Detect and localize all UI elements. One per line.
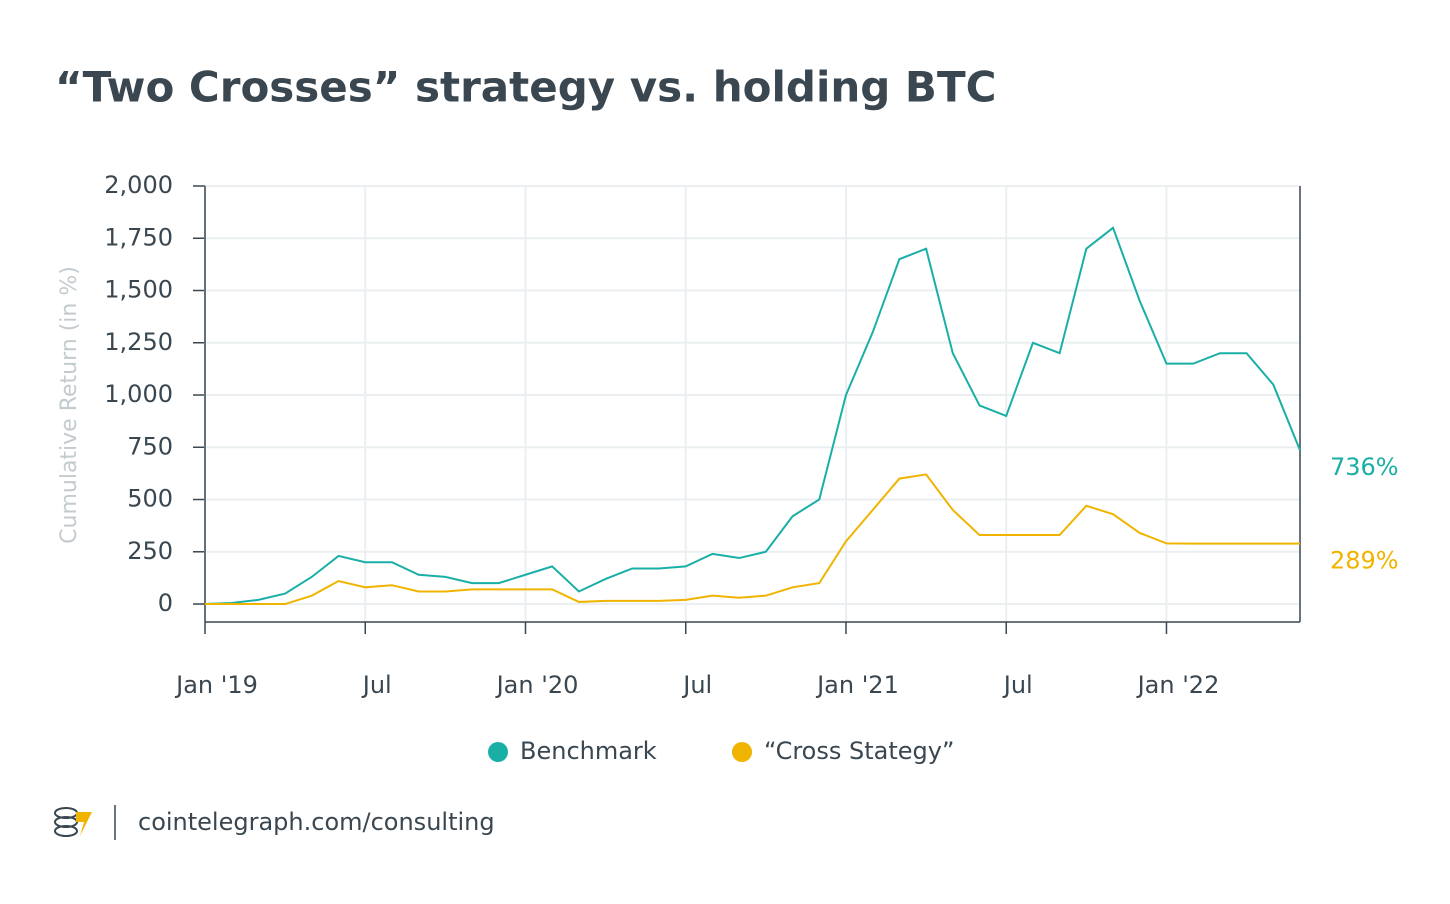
- legend-marker: [732, 742, 752, 762]
- y-tick-label: 250: [127, 537, 173, 565]
- y-axis-label: Cumulative Return (in %): [57, 266, 82, 544]
- y-tick-label: 1,500: [104, 276, 173, 304]
- legend-marker: [488, 742, 508, 762]
- x-tick-label: Jan '22: [1136, 671, 1220, 699]
- end-label: 736%: [1330, 453, 1399, 481]
- legend-label: “Cross Stategy”: [764, 737, 954, 765]
- chart-title: “Two Crosses” strategy vs. holding BTC: [55, 63, 996, 112]
- line: [205, 473, 1300, 606]
- y-tick-label: 1,000: [104, 380, 173, 408]
- y-tick-label: 500: [127, 485, 173, 513]
- x-tick-label: Jan '20: [495, 671, 579, 699]
- logo: [54, 805, 116, 840]
- y-tick-label: 1,250: [104, 328, 173, 356]
- source: cointelegraph.com/consulting: [138, 808, 495, 836]
- x-tick-label: Jul: [681, 671, 712, 699]
- end-label: 289%: [1330, 547, 1399, 575]
- x-tick-label: Jan '19: [174, 671, 258, 699]
- x-tick-label: Jan '21: [815, 671, 899, 699]
- x-tick-label: Jul: [1002, 671, 1033, 699]
- x-tick-label: Jul: [361, 671, 392, 699]
- y-tick-label: 0: [158, 589, 173, 617]
- y-tick-label: 2,000: [104, 171, 173, 199]
- y-tick-label: 1,750: [104, 223, 173, 251]
- y-tick-label: 750: [127, 432, 173, 460]
- line: [204, 226, 1301, 606]
- legend-label: Benchmark: [520, 737, 657, 765]
